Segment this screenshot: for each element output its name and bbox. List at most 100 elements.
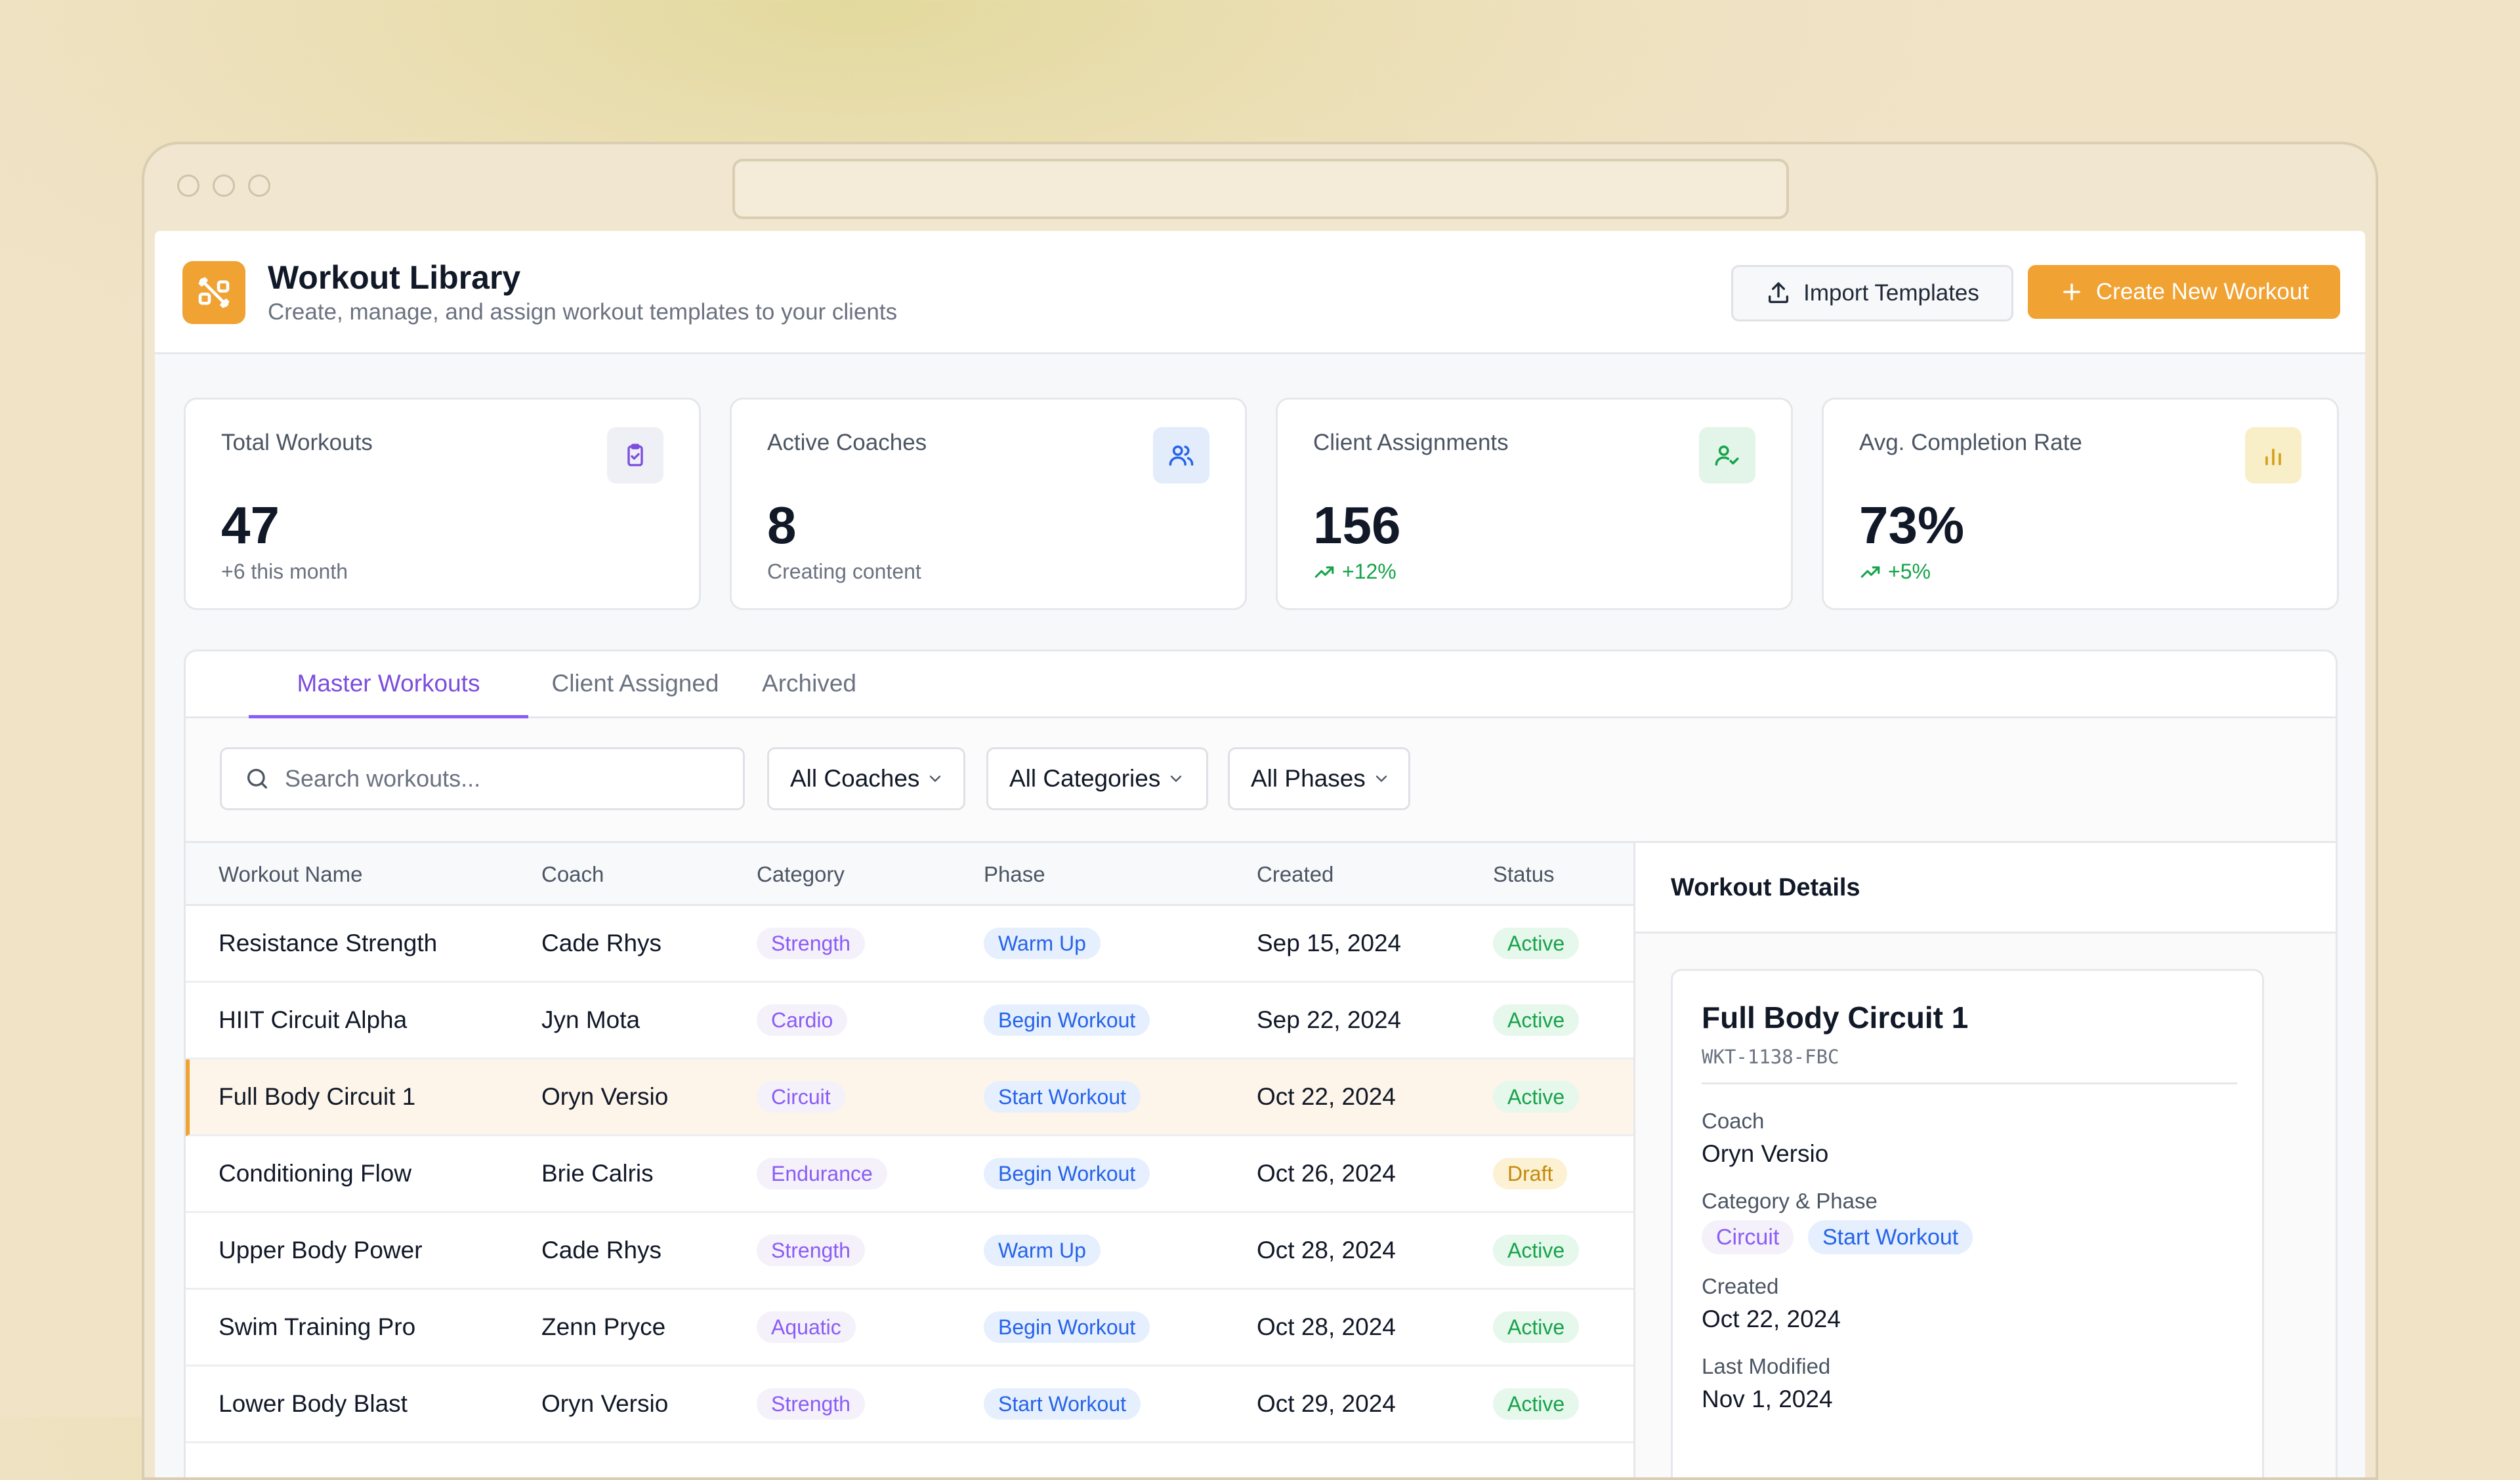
page-title: Workout Library: [268, 259, 521, 296]
stat-subtext: +6 this month: [221, 560, 348, 584]
category-badge: Cardio: [757, 1004, 848, 1036]
table-row[interactable]: Full Body Circuit 1 Oryn Versio Circuit Sta…: [186, 1059, 1633, 1136]
create-workout-label: Create New Workout: [2095, 279, 2309, 304]
trending-up-icon: [1314, 565, 1334, 578]
table-row[interactable]: Conditioning Flow Brie Calris Endurance Beg…: [186, 1136, 1633, 1213]
stat-trend: +12%: [1313, 560, 1396, 584]
column-header-created[interactable]: Created: [1257, 862, 1334, 886]
status-badge: Active: [1493, 1311, 1580, 1343]
cell-coach: Oryn Versio: [541, 1083, 669, 1110]
window-controls: [177, 175, 270, 197]
status-badge: Draft: [1493, 1158, 1568, 1189]
stat-value: 156: [1313, 496, 1401, 554]
tab-master-workouts[interactable]: Master Workouts: [249, 651, 528, 718]
cell-workout-name: Resistance Strength: [219, 930, 438, 956]
phase-badge: Start Workout: [984, 1388, 1141, 1420]
stat-label: Total Workouts: [221, 430, 373, 455]
details-header: Workout Details: [1635, 843, 2336, 934]
column-header-status[interactable]: Status: [1493, 862, 1555, 886]
tab-bar: Master Workouts Client Assigned Archived: [186, 651, 2336, 718]
create-workout-button[interactable]: Create New Workout: [2028, 265, 2340, 319]
status-badge: Active: [1493, 1004, 1580, 1036]
phase-filter-value: All Phases: [1251, 765, 1366, 792]
chevron-down-icon: [930, 775, 941, 783]
cell-coach: Oryn Versio: [541, 1390, 669, 1417]
stat-card-active-coaches: Active Coaches 8 Creating content: [730, 398, 1247, 610]
cell-coach: Brie Calris: [541, 1160, 654, 1187]
status-badge: Active: [1493, 1081, 1580, 1113]
bar-chart-icon: [2245, 427, 2301, 483]
workouts-panel: Master Workouts Client Assigned Archived…: [184, 649, 2338, 1477]
clipboard-check-icon: [607, 427, 663, 483]
phase-badge: Begin Workout: [984, 1158, 1150, 1189]
cell-created: Oct 26, 2024: [1257, 1160, 1396, 1187]
chevron-down-icon: [1376, 775, 1387, 783]
table-row[interactable]: Resistance Strength Cade Rhys Strength Warm…: [186, 906, 1633, 983]
maximize-window-button[interactable]: [248, 175, 270, 197]
close-window-button[interactable]: [177, 175, 200, 197]
details-heading: Workout Details: [1671, 874, 1860, 901]
app-content: Workout Library Create, manage, and assi…: [155, 231, 2365, 1477]
minimize-window-button[interactable]: [213, 175, 235, 197]
stat-trend: +5%: [1859, 560, 1931, 584]
cell-coach: Jyn Mota: [541, 1006, 640, 1033]
details-modified-label: Last Modified: [1702, 1354, 1831, 1378]
phase-filter-select[interactable]: All Phases: [1228, 747, 1410, 810]
chevron-down-icon: [1171, 775, 1182, 783]
stat-trend-label: +12%: [1342, 560, 1396, 583]
phase-badge: Begin Workout: [984, 1311, 1150, 1343]
column-header-workout-name[interactable]: Workout Name: [219, 862, 363, 886]
address-bar[interactable]: [732, 159, 1789, 219]
cell-workout-name: Full Body Circuit 1: [219, 1083, 416, 1110]
table-row[interactable]: Upper Body Power Cade Rhys Strength Warm Up…: [186, 1213, 1633, 1290]
cell-coach: Zenn Pryce: [541, 1313, 666, 1340]
stat-subtext-label: +6 this month: [221, 560, 348, 583]
table-row[interactable]: Lower Body Blast Oryn Versio Strength Start…: [186, 1367, 1633, 1443]
column-header-phase[interactable]: Phase: [984, 862, 1045, 886]
phase-badge: Warm Up: [984, 1235, 1101, 1266]
column-header-category[interactable]: Category: [757, 862, 845, 886]
cell-coach: Cade Rhys: [541, 1237, 662, 1264]
browser-window: Workout Library Create, manage, and assi…: [142, 142, 2378, 1480]
status-badge: Active: [1493, 1235, 1580, 1266]
stat-subtext: Creating content: [767, 560, 921, 584]
category-badge: Endurance: [757, 1158, 887, 1189]
cell-workout-name: Conditioning Flow: [219, 1160, 412, 1187]
tab-client-assigned[interactable]: Client Assigned: [551, 670, 719, 697]
table-row[interactable]: Swim Training Pro Zenn Pryce Aquatic Begin …: [186, 1290, 1633, 1367]
plus-icon: [2063, 283, 2080, 300]
cell-created: Oct 28, 2024: [1257, 1313, 1396, 1340]
cell-workout-name: HIIT Circuit Alpha: [219, 1006, 408, 1033]
page-subtitle: Create, manage, and assign workout templ…: [268, 299, 898, 325]
stat-card-completion-rate: Avg. Completion Rate 73% +5%: [1822, 398, 2339, 610]
details-created-value: Oct 22, 2024: [1702, 1305, 1841, 1332]
search-placeholder: Search workouts...: [285, 765, 481, 792]
details-category-badge: Circuit: [1702, 1220, 1794, 1254]
details-catphase-label: Category & Phase: [1702, 1189, 1878, 1213]
stat-subtext-label: Creating content: [767, 560, 921, 583]
coach-filter-select[interactable]: All Coaches: [767, 747, 965, 810]
status-badge: Active: [1493, 1388, 1580, 1420]
details-phase-badge: Start Workout: [1808, 1220, 1973, 1254]
cell-created: Oct 29, 2024: [1257, 1390, 1396, 1417]
stat-label: Active Coaches: [767, 430, 927, 455]
cell-workout-name: Swim Training Pro: [219, 1313, 416, 1340]
search-input[interactable]: Search workouts...: [220, 747, 745, 810]
users-icon: [1153, 427, 1209, 483]
table-header: Workout Name Coach Category Phase Create…: [186, 843, 1633, 906]
details-workout-id: WKT-1138-FBC: [1702, 1046, 1839, 1068]
import-templates-button[interactable]: Import Templates: [1731, 265, 2013, 321]
column-header-coach[interactable]: Coach: [541, 862, 604, 886]
cell-created: Oct 22, 2024: [1257, 1083, 1396, 1110]
trending-up-icon: [1860, 565, 1880, 578]
phase-badge: Warm Up: [984, 928, 1101, 959]
category-badge: Strength: [757, 928, 865, 959]
tab-archived[interactable]: Archived: [762, 670, 856, 697]
stat-label: Client Assignments: [1313, 430, 1509, 455]
cell-coach: Cade Rhys: [541, 930, 662, 956]
category-filter-select[interactable]: All Categories: [986, 747, 1208, 810]
category-badge: Strength: [757, 1388, 865, 1420]
cell-workout-name: Lower Body Blast: [219, 1390, 408, 1417]
table-row[interactable]: HIIT Circuit Alpha Jyn Mota Cardio Begin Wo…: [186, 983, 1633, 1059]
details-divider: [1702, 1082, 2237, 1084]
